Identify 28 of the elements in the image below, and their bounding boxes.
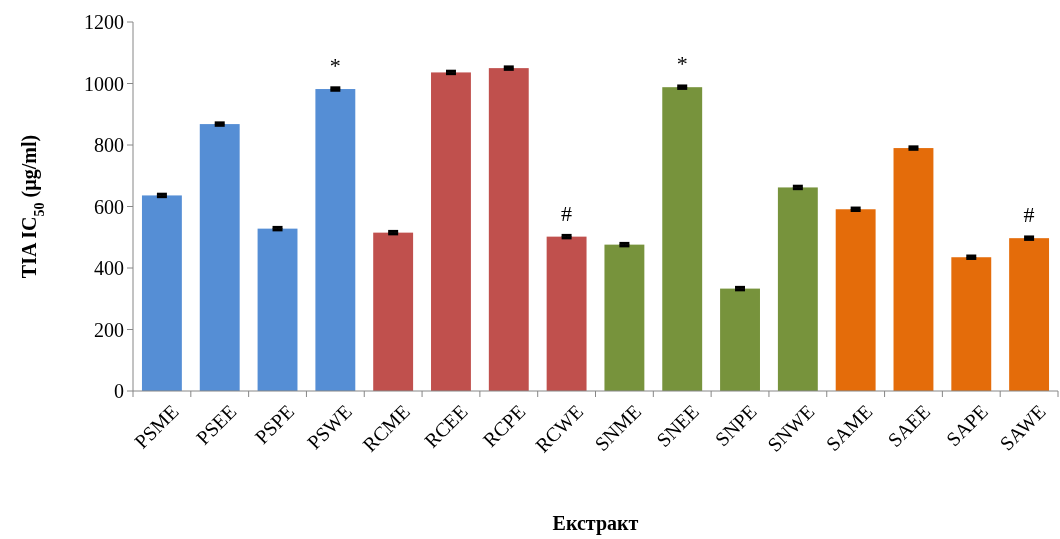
- bar: [604, 244, 645, 391]
- bar: [431, 72, 471, 391]
- y-tick-label: 200: [94, 318, 124, 341]
- bar: [1009, 238, 1050, 391]
- bar: [141, 195, 182, 391]
- annotation: #: [561, 200, 573, 226]
- y-tick-label: 1200: [84, 11, 124, 33]
- annotation: *: [676, 51, 688, 77]
- bar: [951, 257, 992, 391]
- y-tick-label: 1000: [84, 72, 124, 95]
- bar: [893, 148, 934, 391]
- bar: [488, 68, 529, 391]
- bar: [777, 187, 818, 391]
- bar: [546, 236, 587, 391]
- bar: [720, 288, 760, 391]
- y-tick-label: 800: [94, 134, 124, 156]
- y-tick-label: 0: [114, 380, 124, 402]
- y-tick-label: 400: [94, 257, 124, 279]
- annotation: *: [329, 53, 341, 79]
- x-axis-title: Екстракт: [552, 512, 639, 535]
- bar: [373, 232, 414, 391]
- bar: [199, 124, 240, 391]
- annotation: #: [1023, 202, 1035, 228]
- bar: [835, 209, 876, 391]
- y-tick-label: 600: [94, 195, 124, 218]
- bar: [257, 228, 298, 391]
- bar: [662, 87, 703, 391]
- bar: [315, 89, 356, 391]
